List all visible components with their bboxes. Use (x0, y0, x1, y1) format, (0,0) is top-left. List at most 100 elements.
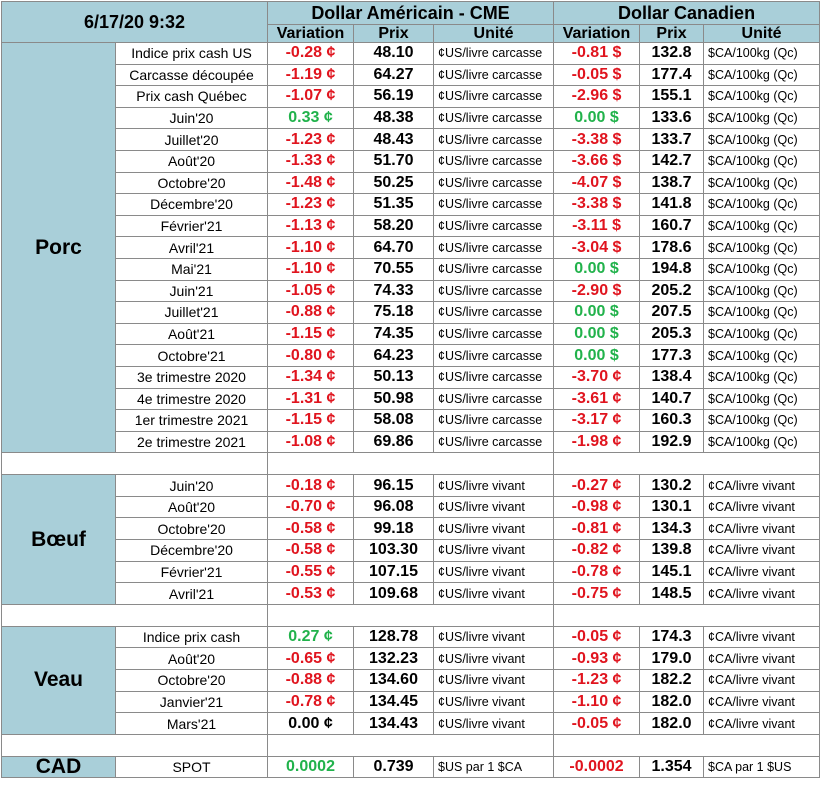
usd-unit: ¢US/livre vivant (432, 474, 555, 497)
usd-unit: ¢US/livre vivant (432, 517, 555, 541)
usd-price: 134.45 (353, 690, 434, 714)
section-spacer (1, 452, 820, 476)
cad-unit: $CA/100kg (Qc) (703, 430, 820, 454)
table-row: Décembre'20 -0.58 ¢ 103.30 ¢US/livre vivant… (2, 539, 820, 562)
table-row: Octobre'20 -0.58 ¢ 99.18 ¢US/livre vivant -0… (2, 517, 820, 541)
spacer-cell (553, 603, 820, 627)
table-row: 3e trimestre 2020 -1.34 ¢ 50.13 ¢US/livre c… (2, 365, 820, 389)
cad-variation: -0.0002 (553, 755, 641, 779)
row-label: 4e trimestre 2020 (115, 387, 268, 411)
cad-price: 177.4 (639, 63, 705, 87)
usd-price: 64.27 (353, 63, 434, 87)
usd-variation-header: Variation (267, 24, 354, 43)
usd-variation: -1.34 ¢ (267, 365, 354, 389)
usd-variation: -0.18 ¢ (267, 474, 354, 497)
cad-price: 138.7 (639, 171, 705, 195)
usd-price: 50.25 (353, 171, 434, 195)
cad-price: 155.1 (639, 85, 705, 108)
usd-unit: ¢US/livre vivant (432, 690, 555, 714)
row-label: Février'21 (115, 560, 268, 584)
usd-variation: -0.65 ¢ (267, 647, 354, 671)
usd-variation: -1.48 ¢ (267, 171, 354, 195)
usd-variation: -1.05 ¢ (267, 279, 354, 303)
cad-variation: -0.05 ¢ (553, 712, 641, 735)
usd-unit: ¢US/livre carcasse (432, 214, 555, 238)
usd-price: 0.739 (353, 755, 434, 779)
row-label: 2e trimestre 2021 (115, 430, 268, 454)
usd-price: 48.10 (353, 42, 434, 65)
table-row: 4e trimestre 2020 -1.31 ¢ 50.98 ¢US/livre c… (2, 387, 820, 411)
row-label: Juin'20 (115, 474, 268, 497)
section-spacer (1, 733, 820, 757)
timestamp: 6/17/20 9:32 (1, 1, 268, 43)
usd-price: 51.35 (353, 193, 434, 216)
cad-unite-header: Unité (703, 24, 820, 43)
cad-price: 182.0 (639, 690, 705, 714)
usd-variation: -0.58 ¢ (267, 517, 354, 541)
cad-price: 174.3 (639, 625, 705, 649)
usd-unit: ¢US/livre vivant (432, 669, 555, 692)
cad-price: 130.1 (639, 495, 705, 519)
row-label: Août'20 (115, 647, 268, 671)
cad-price: 207.5 (639, 301, 705, 324)
usd-price: 75.18 (353, 301, 434, 324)
table-row: Juin'20 0.33 ¢ 48.38 ¢US/livre carcasse 0.00… (2, 106, 820, 130)
row-label: Décembre'20 (115, 193, 268, 216)
row-label: Indice prix cash (115, 625, 268, 649)
table-row: Bœuf Juin'20 -0.18 ¢ 96.15 ¢US/livre vivant -… (1, 474, 820, 605)
table-row: Veau Indice prix cash 0.27 ¢ 128.78 ¢US/livr… (1, 625, 820, 735)
usd-price: 64.23 (353, 344, 434, 367)
row-label: Août'20 (115, 149, 268, 173)
cad-variation: -3.38 $ (553, 128, 641, 151)
usd-price: 50.13 (353, 365, 434, 389)
cad-variation: -1.10 ¢ (553, 690, 641, 714)
table-row: Octobre'20 -1.48 ¢ 50.25 ¢US/livre carcasse… (2, 171, 820, 195)
usd-unit: ¢US/livre carcasse (432, 409, 555, 432)
table-row: Février'21 -1.13 ¢ 58.20 ¢US/livre carcasse… (2, 214, 820, 238)
cad-variation: -3.17 ¢ (553, 409, 641, 432)
usd-price: 50.98 (353, 387, 434, 411)
cad-price: 205.3 (639, 322, 705, 346)
usd-price: 56.19 (353, 85, 434, 108)
header-row-columns: Variation Prix Unité Variation Prix Unit… (2, 24, 820, 43)
usd-unit: ¢US/livre vivant (432, 560, 555, 584)
usd-variation: -0.58 ¢ (267, 539, 354, 562)
table-row: Mars'21 0.00 ¢ 134.43 ¢US/livre vivant -0.05… (2, 712, 820, 735)
usd-unit: ¢US/livre carcasse (432, 149, 555, 173)
cad-variation: -0.75 ¢ (553, 582, 641, 605)
table-row: Août'20 -0.70 ¢ 96.08 ¢US/livre vivant -0.98… (2, 495, 820, 519)
cad-unit: ¢CA/livre vivant (703, 647, 820, 671)
cad-unit: $CA/100kg (Qc) (703, 236, 820, 259)
cad-price: 177.3 (639, 344, 705, 367)
cad-group-header: Dollar Canadien (553, 1, 820, 25)
usd-price: 96.08 (353, 495, 434, 519)
table-row: 2e trimestre 2021 -1.08 ¢ 69.86 ¢US/livre c… (2, 430, 820, 454)
cad-price: 160.3 (639, 409, 705, 432)
cad-variation: 0.00 $ (553, 322, 641, 346)
usd-price: 69.86 (353, 430, 434, 454)
table-row: Avril'21 -0.53 ¢ 109.68 ¢US/livre vivant -0.… (2, 582, 820, 605)
cad-price: 139.8 (639, 539, 705, 562)
cad-unit: ¢CA/livre vivant (703, 712, 820, 735)
cad-variation: -2.90 $ (553, 279, 641, 303)
row-label: Janvier'21 (115, 690, 268, 714)
cad-price: 140.7 (639, 387, 705, 411)
row-label: Avril'21 (115, 236, 268, 259)
usd-price: 48.43 (353, 128, 434, 151)
spacer-cell (1, 603, 268, 627)
usd-unit: ¢US/livre carcasse (432, 42, 555, 65)
row-label: Mai'21 (115, 257, 268, 281)
row-label: Février'21 (115, 214, 268, 238)
cad-variation: 0.00 $ (553, 344, 641, 367)
usd-unit: ¢US/livre carcasse (432, 387, 555, 411)
cad-price: 160.7 (639, 214, 705, 238)
table-row: 1er trimestre 2021 -1.15 ¢ 58.08 ¢US/livre … (2, 409, 820, 432)
usd-unit: $US par 1 $CA (432, 755, 555, 779)
usd-price: 70.55 (353, 257, 434, 281)
usd-unit: ¢US/livre carcasse (432, 257, 555, 281)
cad-unit: ¢CA/livre vivant (703, 669, 820, 692)
usd-variation: -0.28 ¢ (267, 42, 354, 65)
cad-unit: $CA/100kg (Qc) (703, 409, 820, 432)
cad-price: 134.3 (639, 517, 705, 541)
usd-variation: -1.15 ¢ (267, 322, 354, 346)
